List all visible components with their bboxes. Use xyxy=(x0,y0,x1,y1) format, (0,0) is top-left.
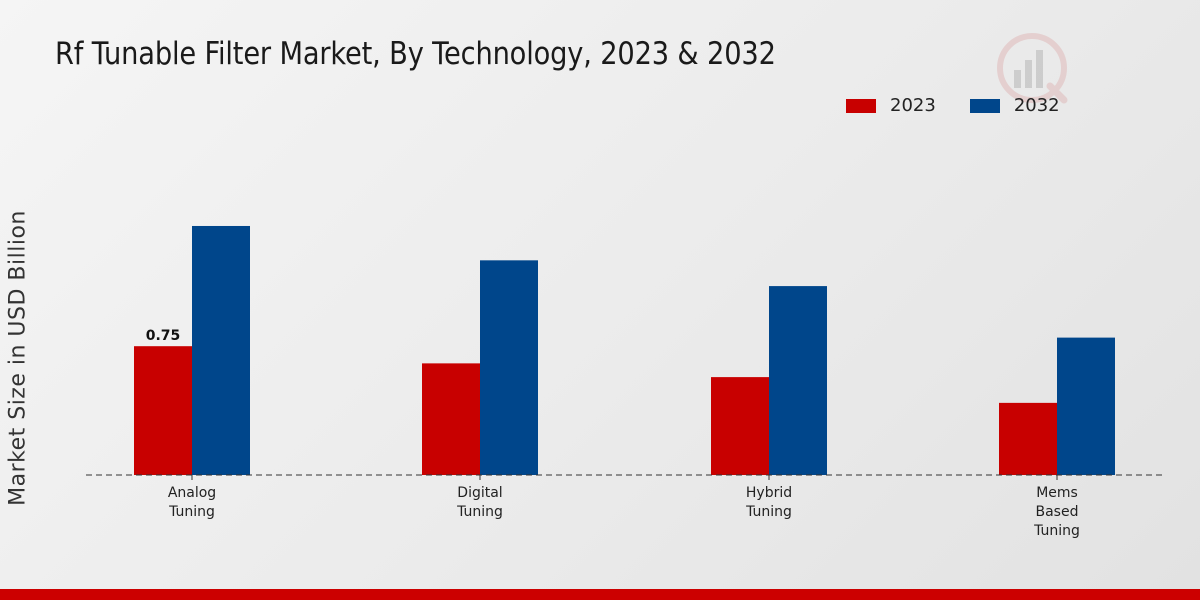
x-tick-label-line: Tuning xyxy=(168,504,215,520)
x-tick-label-3: Mems Based Tuning xyxy=(1033,485,1080,539)
legend-item-2023: 2023 xyxy=(846,95,936,116)
x-tick-label-line: Analog xyxy=(168,485,216,501)
bar-2032-3 xyxy=(1057,337,1115,475)
legend-label-2023: 2023 xyxy=(890,95,936,116)
bar-chart-logo-icon xyxy=(997,33,1068,104)
x-tick-label-line: Mems xyxy=(1036,485,1078,501)
bar-2023-2 xyxy=(711,377,769,475)
bar-2032-2 xyxy=(769,286,827,475)
x-tick-label-line: Hybrid xyxy=(746,485,792,501)
x-tick-label-line: Tuning xyxy=(456,504,503,520)
chart-title: Rf Tunable Filter Market, By Technology,… xyxy=(55,36,776,72)
bar-2023-3 xyxy=(999,402,1057,475)
x-tick-label-line: Tuning xyxy=(1033,523,1080,539)
bottom-accent-bar xyxy=(0,589,1200,600)
legend-swatch-2023 xyxy=(846,98,876,113)
bar-2023-1 xyxy=(422,363,480,475)
x-tick-label-0: Analog Tuning xyxy=(168,485,216,520)
legend-label-2032: 2032 xyxy=(1013,95,1060,116)
legend: 2023 2032 xyxy=(846,95,1094,116)
bar-2032-1 xyxy=(480,260,538,475)
legend-item-2032: 2032 xyxy=(969,95,1060,116)
x-tick-label-line: Digital xyxy=(457,485,502,501)
x-tick-label-line: Tuning xyxy=(745,504,792,520)
legend-swatch-2032 xyxy=(969,98,1000,113)
x-tick-label-line: Based xyxy=(1036,504,1079,520)
bar-2032-0 xyxy=(192,225,250,475)
data-label-0: 0.75 xyxy=(146,328,181,344)
x-tick-label-2: Hybrid Tuning xyxy=(745,485,792,520)
x-tick-label-1: Digital Tuning xyxy=(456,485,503,520)
bar-2023-0 xyxy=(134,346,192,475)
